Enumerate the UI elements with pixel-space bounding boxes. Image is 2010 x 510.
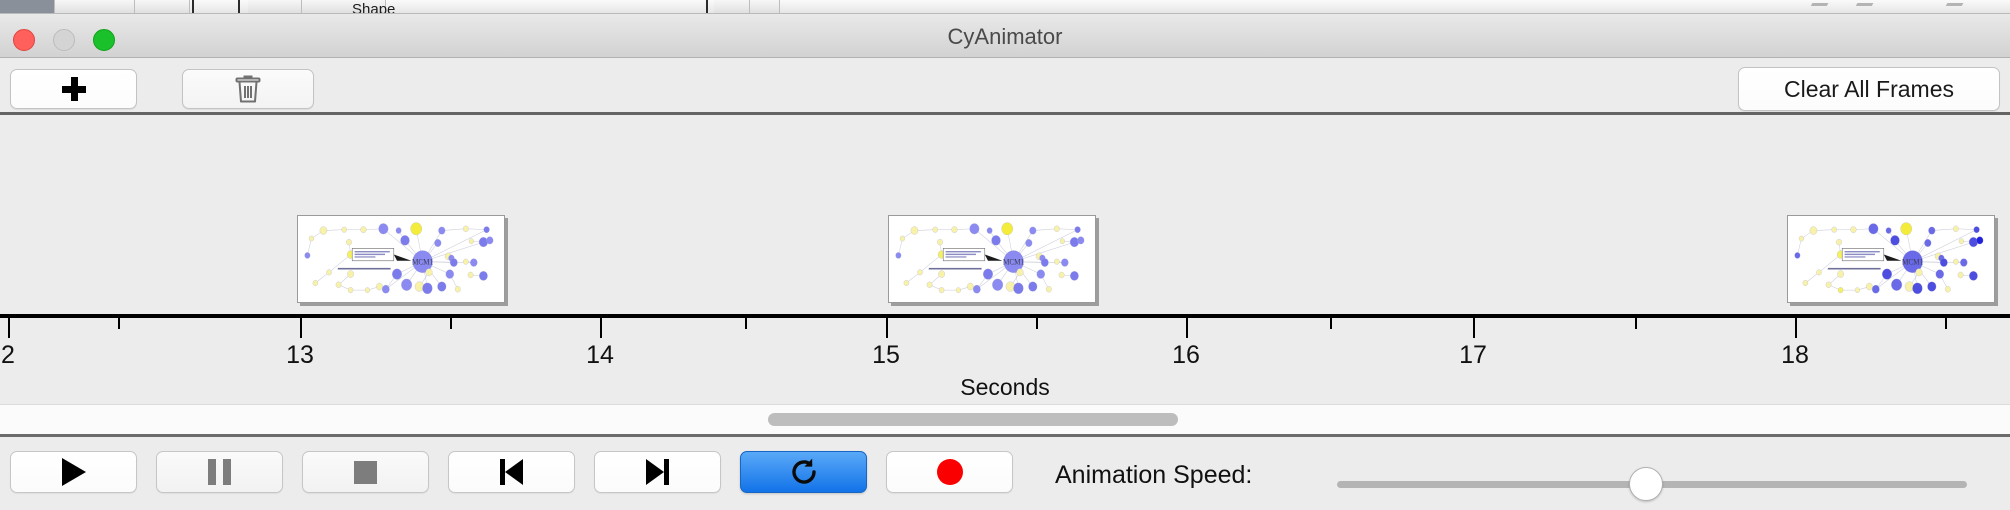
axis-tick-major <box>1473 318 1475 338</box>
chevron-icon <box>1852 3 1874 12</box>
animation-speed-label: Animation Speed: <box>1055 461 1253 489</box>
frame-thumbnail-image: MCM1 <box>892 219 1092 299</box>
axis-tick-major <box>8 318 10 338</box>
background-window-strip: Shape <box>0 0 2010 14</box>
axis-tick-major <box>600 318 602 338</box>
axis-tick-minor <box>745 318 747 329</box>
frame-thumbnail-image: MCM1 <box>301 219 501 299</box>
record-button[interactable] <box>886 451 1013 493</box>
add-frame-button[interactable] <box>10 69 137 109</box>
plus-icon <box>61 77 86 101</box>
axis-tick-minor <box>1635 318 1637 329</box>
window-title: CyAnimator <box>947 24 1063 49</box>
axis-tick-label: 15 <box>872 341 900 369</box>
bg-window-label: Shape <box>352 1 396 14</box>
delete-frame-button[interactable] <box>182 69 314 109</box>
axis-tick-label: 17 <box>1459 341 1487 369</box>
bg-window-cell <box>0 0 55 13</box>
loop-icon <box>791 458 816 484</box>
skip-back-icon <box>500 459 523 485</box>
svg-text:MCM1: MCM1 <box>1902 257 1923 266</box>
minimize-button[interactable] <box>53 29 75 51</box>
bg-window-cell <box>302 0 386 13</box>
frame-thumbnail-1[interactable]: MCM1 <box>297 215 505 303</box>
play-button[interactable] <box>10 451 137 493</box>
frame-timeline-panel[interactable]: MCM1 MCM1 MCM1 <box>0 118 2010 314</box>
bg-window-tick <box>706 0 708 13</box>
window-controls <box>13 29 115 51</box>
next-frame-button[interactable] <box>594 451 721 493</box>
record-icon <box>936 459 963 485</box>
toolbar: Clear All Frames <box>0 59 2010 115</box>
axis-tick-major <box>1186 318 1188 338</box>
bg-window-cell <box>55 0 135 13</box>
clear-all-frames-button[interactable]: Clear All Frames <box>1738 67 2000 111</box>
axis-tick-minor <box>118 318 120 329</box>
pause-icon <box>208 459 231 485</box>
chevron-icon <box>1807 3 1829 12</box>
axis-tick-major <box>886 318 888 338</box>
timeline-axis[interactable]: 2 13 14 15 16 17 18 Seconds <box>0 314 2010 400</box>
axis-line <box>0 314 2010 318</box>
stop-icon <box>354 460 377 484</box>
axis-tick-minor <box>450 318 452 329</box>
frame-thumbnail-2[interactable]: MCM1 <box>888 215 1096 303</box>
svg-text:MCM1: MCM1 <box>1003 257 1024 266</box>
svg-text:MCM1: MCM1 <box>412 257 433 266</box>
bg-window-cell <box>714 0 750 13</box>
horizontal-scrollbar[interactable] <box>0 404 2010 434</box>
loop-button[interactable] <box>740 451 867 493</box>
animation-speed-slider-thumb[interactable] <box>1628 467 1663 501</box>
stop-button[interactable] <box>302 451 429 493</box>
close-button[interactable] <box>13 29 35 51</box>
bg-window-cell <box>750 0 780 13</box>
maximize-button[interactable] <box>93 29 115 51</box>
chevron-icon <box>1942 3 1964 12</box>
axis-tick-major <box>1795 318 1797 338</box>
clear-all-frames-label: Clear All Frames <box>1784 75 1954 102</box>
bg-window-cell <box>135 0 190 13</box>
bg-window-cell <box>248 0 302 13</box>
scrollbar-thumb[interactable] <box>768 413 1178 426</box>
axis-tick-label: 16 <box>1172 341 1200 369</box>
skip-forward-icon <box>646 459 669 485</box>
play-icon <box>61 458 86 486</box>
axis-tick-label: 14 <box>586 341 614 369</box>
axis-tick-label: 2 <box>1 341 15 369</box>
frame-thumbnail-3[interactable]: MCM1 <box>1787 215 1995 303</box>
axis-tick-label: 13 <box>286 341 314 369</box>
frame-thumbnail-image: MCM1 <box>1791 219 1991 299</box>
axis-tick-label: 18 <box>1781 341 1809 369</box>
axis-tick-minor <box>1330 318 1332 329</box>
playback-controls-bar: Animation Speed: <box>0 434 2010 510</box>
pause-button[interactable] <box>156 451 283 493</box>
trash-icon <box>235 75 261 103</box>
previous-frame-button[interactable] <box>448 451 575 493</box>
bg-window-tick <box>192 0 194 13</box>
axis-tick-major <box>300 318 302 338</box>
axis-tick-minor <box>1945 318 1947 329</box>
title-bar: CyAnimator <box>0 14 2010 58</box>
axis-title: Seconds <box>960 374 1050 400</box>
bg-window-tick <box>238 0 240 13</box>
axis-tick-minor <box>1036 318 1038 329</box>
